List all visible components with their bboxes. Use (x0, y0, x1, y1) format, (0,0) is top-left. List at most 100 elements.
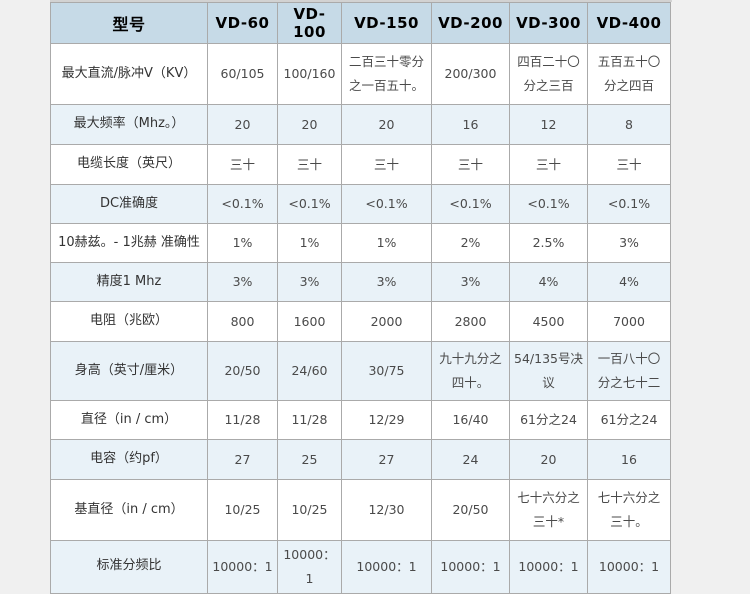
cell: <0.1% (207, 184, 278, 224)
cell: 二百三十零分之一百五十。 (341, 43, 432, 105)
row-capacitance: 电容（约pf） 27 25 27 24 20 16 (50, 439, 671, 480)
row-label: 10赫兹。- 1兆赫 准确性 (50, 223, 208, 263)
cell: 10/25 (277, 479, 342, 541)
cell: 16 (431, 104, 510, 145)
cell: 20 (509, 439, 588, 480)
cell: 7000 (587, 301, 671, 342)
cell: 三十 (341, 144, 432, 185)
cell: 16/40 (431, 400, 510, 440)
cell: 三十 (587, 144, 671, 185)
cell: 24 (431, 439, 510, 480)
cell: 8 (587, 104, 671, 145)
cell: 五百五十〇分之四百 (587, 43, 671, 105)
row-base-diameter: 基直径（in / cm） 10/25 10/25 12/30 20/50 七十六… (50, 479, 671, 541)
row-cable-length: 电缆长度（英尺） 三十 三十 三十 三十 三十 三十 (50, 144, 671, 185)
cell: 27 (341, 439, 432, 480)
cell: 12/29 (341, 400, 432, 440)
cell: 2.5% (509, 223, 588, 263)
cell: 4% (509, 262, 588, 302)
cell: 60/105 (207, 43, 278, 105)
cell: 3% (587, 223, 671, 263)
row-label: 标准分频比 (50, 540, 208, 594)
cell: 10000：1 (587, 540, 671, 594)
row-height: 身高（英寸/厘米） 20/50 24/60 30/75 九十九分之四十。 54/… (50, 341, 671, 401)
cell: <0.1% (509, 184, 588, 224)
row-label: DC准确度 (50, 184, 208, 224)
cell: 20 (207, 104, 278, 145)
row-label: 基直径（in / cm） (50, 479, 208, 541)
row-label: 最大频率（Mhz。） (50, 104, 208, 145)
table-top-border (50, 0, 672, 2)
cell: 27 (207, 439, 278, 480)
cell: 七十六分之三十* (509, 479, 588, 541)
cell: 2% (431, 223, 510, 263)
cell: 20 (277, 104, 342, 145)
row-label: 电阻（兆欧） (50, 301, 208, 342)
row-precision-1mhz: 精度1 Mhz 3% 3% 3% 3% 4% 4% (50, 262, 671, 302)
cell: 1% (277, 223, 342, 263)
cell: 3% (277, 262, 342, 302)
cell: 54/135号决议 (509, 341, 588, 401)
cell: 2000 (341, 301, 432, 342)
header-col-vd300: VD-300 (509, 2, 588, 44)
cell: 10/25 (207, 479, 278, 541)
header-col-vd60: VD-60 (207, 2, 278, 44)
cell: 4500 (509, 301, 588, 342)
cell: 10000：1 (277, 540, 342, 594)
row-label: 电容（约pf） (50, 439, 208, 480)
row-label: 精度1 Mhz (50, 262, 208, 302)
cell: 3% (341, 262, 432, 302)
cell: 三十 (277, 144, 342, 185)
row-label: 电缆长度（英尺） (50, 144, 208, 185)
cell: 12/30 (341, 479, 432, 541)
header-col-vd400: VD-400 (587, 2, 671, 44)
cell: 20/50 (207, 341, 278, 401)
cell: 25 (277, 439, 342, 480)
cell: 16 (587, 439, 671, 480)
cell: 800 (207, 301, 278, 342)
row-dc-accuracy: DC准确度 <0.1% <0.1% <0.1% <0.1% <0.1% <0.1… (50, 184, 671, 224)
row-max-dc-pulse-v: 最大直流/脉冲V（KV） 60/105 100/160 二百三十零分之一百五十。… (50, 43, 671, 105)
cell: 三十 (207, 144, 278, 185)
row-label: 身高（英寸/厘米） (50, 341, 208, 401)
row-diameter: 直径（in / cm） 11/28 11/28 12/29 16/40 61分之… (50, 400, 671, 440)
cell: 1% (341, 223, 432, 263)
row-10hz-1mhz-accuracy: 10赫兹。- 1兆赫 准确性 1% 1% 1% 2% 2.5% 3% (50, 223, 671, 263)
cell: 四百二十〇分之三百 (509, 43, 588, 105)
header-col-vd150: VD-150 (341, 2, 432, 44)
cell: 三十 (431, 144, 510, 185)
cell: 一百八十〇分之七十二 (587, 341, 671, 401)
cell: 三十 (509, 144, 588, 185)
row-resistance: 电阻（兆欧） 800 1600 2000 2800 4500 7000 (50, 301, 671, 342)
spec-table: 型号 VD-60 VD-100 VD-150 VD-200 VD-300 VD-… (50, 2, 671, 594)
cell: 1% (207, 223, 278, 263)
row-label: 最大直流/脉冲V（KV） (50, 43, 208, 105)
cell: 4% (587, 262, 671, 302)
cell: 11/28 (277, 400, 342, 440)
cell: 3% (431, 262, 510, 302)
cell: 11/28 (207, 400, 278, 440)
cell: 九十九分之四十。 (431, 341, 510, 401)
header-col-vd200: VD-200 (431, 2, 510, 44)
header-model-label: 型号 (50, 2, 208, 44)
cell: 1600 (277, 301, 342, 342)
cell: 10000：1 (509, 540, 588, 594)
cell: 20/50 (431, 479, 510, 541)
cell: 61分之24 (509, 400, 588, 440)
cell: 七十六分之三十。 (587, 479, 671, 541)
cell: 30/75 (341, 341, 432, 401)
cell: <0.1% (587, 184, 671, 224)
cell: 10000：1 (207, 540, 278, 594)
row-standard-division-ratio: 标准分频比 10000：1 10000：1 10000：1 10000：1 10… (50, 540, 671, 594)
row-max-frequency: 最大频率（Mhz。） 20 20 20 16 12 8 (50, 104, 671, 145)
row-label: 直径（in / cm） (50, 400, 208, 440)
cell: 10000：1 (341, 540, 432, 594)
header-row: 型号 VD-60 VD-100 VD-150 VD-200 VD-300 VD-… (50, 2, 671, 44)
cell: 20 (341, 104, 432, 145)
cell: 200/300 (431, 43, 510, 105)
cell: 100/160 (277, 43, 342, 105)
cell: 12 (509, 104, 588, 145)
cell: 24/60 (277, 341, 342, 401)
cell: 2800 (431, 301, 510, 342)
cell: <0.1% (341, 184, 432, 224)
